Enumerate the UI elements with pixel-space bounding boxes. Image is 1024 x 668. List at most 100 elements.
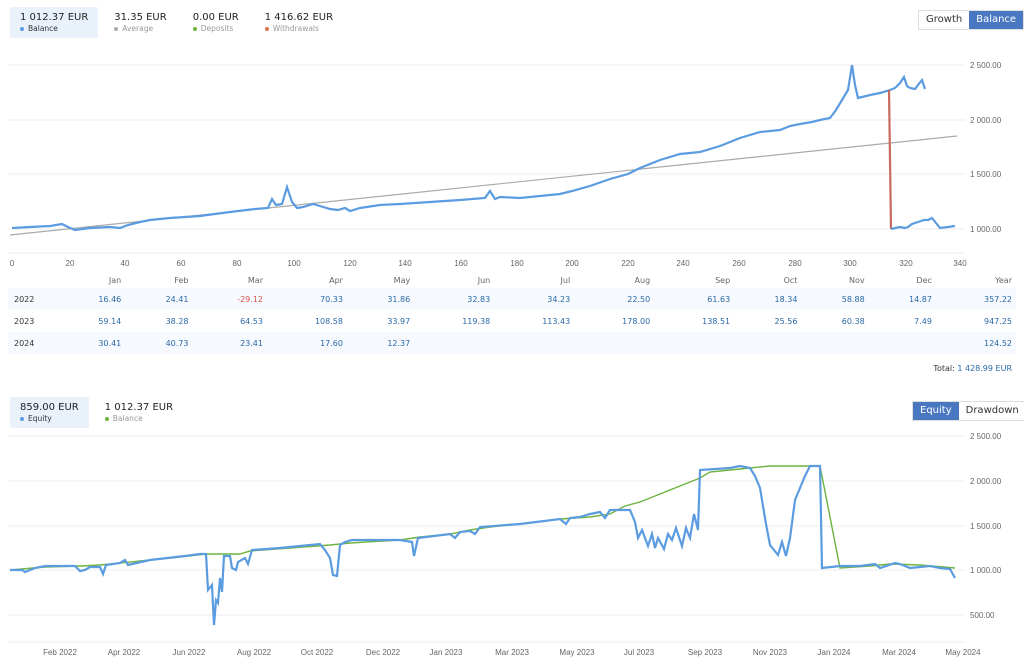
svg-text:180: 180 — [510, 259, 524, 268]
cell: 34.23 — [547, 294, 571, 304]
col-apr: Apr — [329, 275, 343, 285]
table-header-row: Jan Feb Mar Apr May Jun Jul Aug Sep Oct … — [8, 272, 1016, 288]
stat-label: Balance — [112, 414, 143, 423]
svg-text:2 500.00: 2 500.00 — [970, 61, 1002, 70]
stat-withdrawals[interactable]: 1 416.62 EUR Withdrawals — [255, 7, 343, 38]
table-row: 2022 16.46 24.41 -29.12 70.33 31.86 32.8… — [8, 288, 1016, 310]
stat-value: 1 012.37 EUR — [20, 12, 89, 23]
growth-button[interactable]: Growth — [926, 14, 963, 25]
svg-text:260: 260 — [732, 259, 746, 268]
svg-text:500.00: 500.00 — [970, 611, 995, 620]
stat-label: Balance — [28, 24, 58, 33]
cell: 24.41 — [165, 294, 189, 304]
col-mar: Mar — [247, 275, 263, 285]
col-oct: Oct — [783, 275, 798, 285]
stat-label: Equity — [28, 414, 52, 423]
svg-text:0: 0 — [10, 259, 15, 268]
balance-stats: 1 012.37 EUR Balance 31.35 EUR Average 0… — [10, 7, 343, 38]
cell: 23.41 — [240, 338, 263, 348]
col-may: May — [393, 275, 411, 285]
svg-text:200: 200 — [565, 259, 579, 268]
x-axis-labels: Feb 2022 Apr 2022 Jun 2022 Aug 2022 Oct 202… — [43, 648, 981, 657]
balance-chart: 2 500.00 2 000.00 1 500.00 1 000.00 0 20 4… — [8, 61, 1002, 268]
balance-line — [11, 64, 927, 232]
svg-text:Jul 2023: Jul 2023 — [624, 648, 655, 657]
svg-text:320: 320 — [899, 259, 913, 268]
svg-text:280: 280 — [788, 259, 802, 268]
stat-value: 1 416.62 EUR — [264, 12, 334, 23]
col-nov: Nov — [849, 275, 865, 285]
balance-button[interactable]: Balance — [969, 11, 1024, 29]
svg-text:1 000.00: 1 000.00 — [970, 225, 1002, 234]
withdrawal-line — [887, 89, 893, 230]
svg-text:140: 140 — [398, 259, 412, 268]
svg-text:Dec 2022: Dec 2022 — [366, 648, 401, 657]
cell: 32.83 — [467, 294, 491, 304]
svg-text:240: 240 — [676, 259, 690, 268]
cell: 31.86 — [387, 294, 411, 304]
drawdown-button[interactable]: Drawdown — [965, 405, 1019, 416]
row-total: 124.52 — [984, 338, 1012, 348]
y-axis-labels: 2 500.00 2 000.00 1 500.00 1 000.00 500.… — [970, 432, 1002, 620]
balance-step-line — [9, 465, 956, 571]
cell — [801, 332, 868, 354]
cell: 30.41 — [98, 338, 122, 348]
svg-text:2 000.00: 2 000.00 — [970, 116, 1002, 125]
row-year: 2024 — [14, 338, 35, 348]
x-axis-labels: 0 20 40 60 80 100 120 140 160 180 200 220 240 260 2… — [10, 259, 967, 268]
svg-text:300: 300 — [843, 259, 857, 268]
svg-text:Apr 2022: Apr 2022 — [108, 648, 141, 657]
col-sep: Sep — [715, 275, 731, 285]
svg-text:40: 40 — [121, 259, 130, 268]
row-year: 2022 — [14, 294, 35, 304]
equity-line — [10, 464, 956, 626]
stat-label: Deposits — [200, 24, 234, 33]
stat-balance-bottom[interactable]: 1 012.37 EUR Balance — [95, 397, 183, 428]
stat-deposits[interactable]: 0.00 EUR Deposits — [183, 7, 249, 38]
cell: -29.12 — [237, 294, 263, 304]
table-row: 2024 30.41 40.73 23.41 17.60 12.37 124.5… — [8, 332, 1016, 354]
cell: 70.33 — [320, 294, 343, 304]
cell: 138.51 — [702, 316, 731, 326]
cell: 38.28 — [165, 316, 189, 326]
grand-total: Total: 1 428.99 EUR — [933, 364, 1012, 373]
equity-button[interactable]: Equity — [913, 402, 959, 420]
cell — [414, 332, 494, 354]
stat-average[interactable]: 31.35 EUR Average — [104, 7, 176, 38]
stat-balance[interactable]: 1 012.37 EUR Balance — [10, 7, 99, 38]
cell: 59.14 — [98, 316, 122, 326]
svg-text:120: 120 — [343, 259, 357, 268]
cell — [654, 332, 734, 354]
legend-dot-icon — [192, 27, 197, 31]
cell: 60.38 — [841, 316, 865, 326]
row-total: 947.25 — [984, 316, 1012, 326]
cell: 7.49 — [914, 316, 932, 326]
cell: 16.46 — [98, 294, 122, 304]
svg-text:Sep 2023: Sep 2023 — [688, 648, 723, 657]
cell: 178.00 — [622, 316, 651, 326]
svg-text:May 2023: May 2023 — [559, 648, 595, 657]
stat-value: 0.00 EUR — [192, 12, 239, 23]
cell: 108.58 — [314, 316, 343, 326]
svg-text:1 000.00: 1 000.00 — [970, 566, 1002, 575]
legend-dot-icon — [114, 27, 119, 31]
svg-text:1 500.00: 1 500.00 — [970, 170, 1002, 179]
col-dec: Dec — [916, 275, 932, 285]
cell: 113.43 — [542, 316, 571, 326]
svg-text:100: 100 — [287, 259, 301, 268]
svg-text:60: 60 — [177, 259, 186, 268]
svg-text:2 000.00: 2 000.00 — [970, 477, 1002, 486]
cell: 18.34 — [774, 294, 798, 304]
cell: 61.63 — [707, 294, 731, 304]
row-year: 2023 — [14, 316, 35, 326]
cell — [494, 332, 574, 354]
col-aug: Aug — [634, 275, 651, 285]
cell: 25.56 — [774, 316, 798, 326]
stat-value: 859.00 EUR — [20, 402, 79, 413]
col-jun: Jun — [477, 275, 491, 285]
svg-text:Aug 2022: Aug 2022 — [237, 648, 272, 657]
growth-balance-toggle: Growth Balance — [918, 10, 1024, 30]
svg-text:Jan 2024: Jan 2024 — [818, 648, 851, 657]
stat-equity[interactable]: 859.00 EUR Equity — [10, 397, 89, 428]
col-jul: Jul — [560, 275, 571, 285]
